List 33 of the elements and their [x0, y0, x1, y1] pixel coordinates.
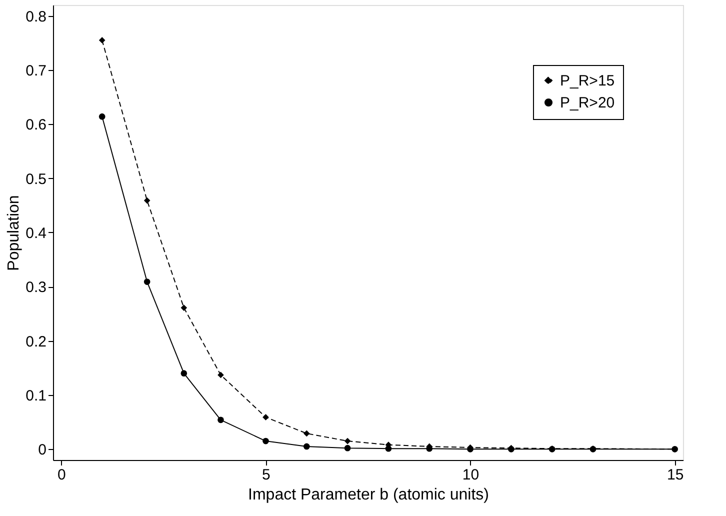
- point: [344, 444, 351, 452]
- y-tick-label: 0.5: [26, 170, 46, 188]
- point: [144, 197, 150, 204]
- legend-label: P_R>20: [560, 94, 615, 112]
- point: [344, 438, 351, 444]
- y-tick-label: 0: [38, 442, 46, 459]
- y-tick-label: 0.2: [26, 333, 46, 350]
- point: [303, 430, 310, 437]
- y-tick-label: 0.7: [26, 62, 46, 80]
- point: [262, 414, 269, 420]
- point: [303, 443, 310, 450]
- y-axis-title: Population: [6, 195, 23, 271]
- x-tick-label: 15: [666, 466, 684, 484]
- point: [98, 113, 106, 120]
- x-tick-label: 10: [462, 466, 480, 484]
- x-axis-title: Impact Parameter b (atomic units): [248, 486, 489, 504]
- y-tick-label: 0.3: [26, 279, 46, 296]
- point: [218, 416, 224, 424]
- point: [672, 446, 678, 452]
- y-tick-label: 0.4: [26, 225, 46, 242]
- point: [385, 445, 392, 452]
- x-tick-label: 5: [262, 466, 270, 484]
- x-tick-label: 0: [58, 466, 66, 484]
- y-tick-label: 0.8: [26, 8, 46, 26]
- point: [144, 278, 150, 285]
- point: [98, 37, 106, 44]
- y-tick-label: 0.6: [26, 116, 46, 134]
- point: [180, 304, 188, 311]
- legend-label: P_R>15: [560, 72, 615, 90]
- point: [180, 370, 188, 376]
- y-tick-label: 0.1: [26, 388, 46, 404]
- point: [218, 372, 224, 378]
- point: [262, 438, 269, 444]
